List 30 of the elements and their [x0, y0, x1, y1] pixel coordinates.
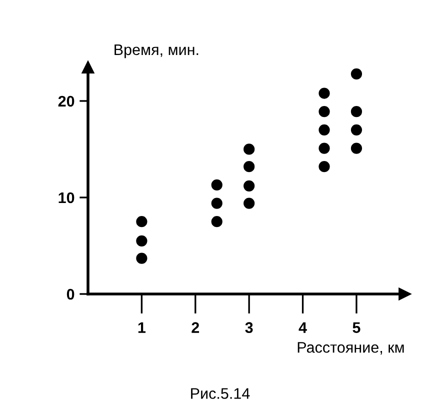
point: [211, 179, 222, 190]
point: [136, 235, 148, 246]
point: [244, 161, 255, 172]
point: [350, 106, 362, 118]
point: [244, 180, 255, 192]
point: [318, 106, 330, 118]
point: [318, 161, 330, 172]
x-tick-label: 3: [245, 322, 253, 334]
point: [244, 198, 255, 209]
y-tick-label: 0: [66, 288, 74, 300]
point: [136, 216, 148, 228]
point: [350, 142, 362, 154]
text: Рис.5.14: [191, 388, 250, 399]
point: [350, 124, 362, 136]
y-tick-label: 20: [58, 96, 74, 107]
x-tick-label: 2: [192, 322, 200, 333]
point: [211, 216, 222, 228]
point: [318, 142, 330, 154]
y-tick-label: 10: [58, 192, 74, 204]
point: [350, 68, 362, 80]
point: [318, 88, 330, 99]
x-tick-label: 5: [352, 322, 360, 333]
x-tick-label: 1: [138, 322, 146, 333]
point: [136, 252, 148, 264]
point: [211, 198, 222, 209]
x-tick-label: 4: [298, 322, 307, 333]
x-axis-title: Расстояние, км: [298, 342, 404, 355]
y-axis-title: Время, мин.: [114, 44, 198, 58]
point: [318, 124, 330, 136]
point: [244, 144, 255, 155]
